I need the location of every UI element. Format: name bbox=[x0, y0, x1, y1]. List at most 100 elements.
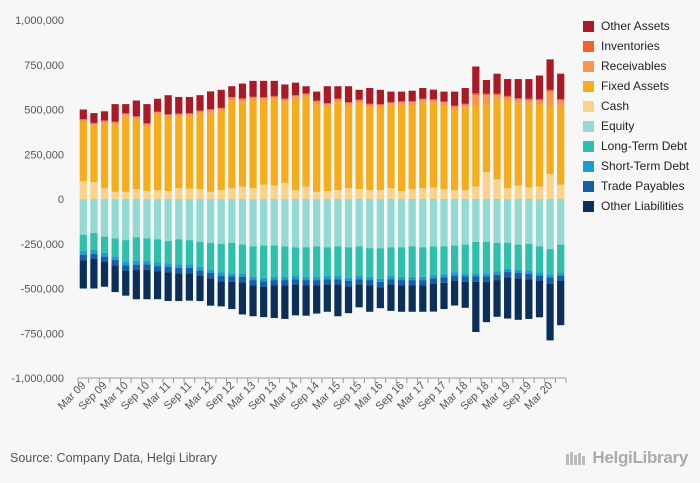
legend-item[interactable]: Trade Payables bbox=[583, 176, 689, 196]
library-icon bbox=[566, 452, 586, 465]
bar-segment bbox=[472, 66, 480, 94]
bar-segment bbox=[111, 104, 119, 122]
bar-segment bbox=[302, 96, 310, 187]
bar-segment bbox=[334, 86, 342, 99]
bar-segment bbox=[270, 95, 278, 97]
bar-segment bbox=[429, 187, 437, 199]
bar-segment bbox=[535, 100, 544, 105]
legend-item[interactable]: Fixed Assets bbox=[583, 76, 689, 96]
legend-label: Trade Payables bbox=[601, 179, 685, 193]
bar-segment bbox=[334, 199, 342, 247]
bar-segment bbox=[366, 199, 374, 249]
bar-segment bbox=[440, 277, 448, 283]
bar-segment bbox=[557, 199, 565, 245]
bar-segment bbox=[90, 253, 98, 259]
bar-segment bbox=[143, 124, 151, 127]
bar-segment bbox=[482, 199, 491, 242]
bar-segment bbox=[323, 284, 331, 312]
bar-segment bbox=[504, 79, 512, 96]
bar-segment bbox=[504, 100, 512, 189]
bar-segment bbox=[408, 90, 416, 102]
bar-segment bbox=[143, 269, 151, 300]
bar-segment bbox=[122, 240, 130, 262]
bar-segment bbox=[482, 273, 491, 277]
legend-label: Receivables bbox=[601, 59, 667, 73]
bar-segment bbox=[132, 119, 140, 190]
bar-segment bbox=[217, 190, 225, 199]
bar-segment bbox=[185, 240, 193, 265]
bar-segment bbox=[397, 102, 406, 106]
bar-segment bbox=[281, 199, 289, 247]
bar-segment bbox=[408, 189, 416, 199]
bar-segment bbox=[143, 264, 151, 270]
bar-segment bbox=[132, 189, 140, 199]
bar-segment bbox=[228, 96, 236, 98]
legend-swatch bbox=[583, 60, 594, 72]
bar-segment bbox=[90, 113, 98, 123]
legend-item[interactable]: Other Liabilities bbox=[583, 196, 689, 216]
bar-segment bbox=[461, 276, 469, 282]
bar-segment bbox=[344, 247, 353, 278]
bar-segment bbox=[270, 245, 278, 277]
bar-segment bbox=[79, 234, 87, 251]
bar-segment bbox=[111, 122, 119, 125]
bar-segment bbox=[238, 276, 247, 283]
bar-segment bbox=[397, 285, 406, 312]
bar-segment bbox=[440, 105, 448, 190]
bar-segment bbox=[238, 99, 247, 103]
bar-segment bbox=[461, 190, 469, 199]
legend-item[interactable]: Equity bbox=[583, 116, 689, 136]
bar-segment bbox=[397, 276, 406, 281]
bar-segment bbox=[260, 97, 268, 99]
legend-item[interactable]: Receivables bbox=[583, 56, 689, 76]
bar-segment bbox=[334, 275, 342, 280]
bar-segment bbox=[334, 190, 342, 199]
bar-segment bbox=[323, 190, 331, 199]
bar-segment bbox=[260, 98, 268, 101]
bar-segment bbox=[228, 100, 236, 189]
bar-segment bbox=[185, 273, 193, 301]
bar-segment bbox=[164, 267, 172, 273]
bar-segment bbox=[482, 281, 491, 323]
bar-segment bbox=[143, 260, 151, 265]
bar-segment bbox=[302, 86, 310, 94]
bar-segment bbox=[472, 186, 480, 199]
bar-segment bbox=[514, 269, 522, 273]
bar-segment bbox=[493, 280, 501, 317]
bar-segment bbox=[376, 190, 384, 199]
bar-segment bbox=[535, 199, 544, 247]
bar-segment bbox=[122, 261, 130, 266]
bar-segment bbox=[185, 116, 193, 189]
bar-segment bbox=[313, 104, 321, 192]
bar-segment bbox=[153, 111, 162, 113]
bar-segment bbox=[482, 172, 491, 199]
bar-segment bbox=[164, 263, 172, 268]
legend-item[interactable]: Long-Term Debt bbox=[583, 136, 689, 156]
bar-segment bbox=[153, 98, 162, 112]
bar-segment bbox=[132, 260, 140, 265]
bar-segment bbox=[291, 82, 300, 96]
bar-segment bbox=[546, 89, 554, 92]
bar-segment bbox=[387, 284, 395, 311]
bar-segment bbox=[249, 97, 257, 101]
bar-segment bbox=[207, 191, 215, 199]
bar-segment bbox=[493, 73, 501, 94]
legend-item[interactable]: Cash bbox=[583, 96, 689, 116]
bar-segment bbox=[504, 199, 512, 243]
bar-segment bbox=[408, 276, 416, 281]
bar-segment bbox=[344, 280, 353, 287]
bar-segment bbox=[451, 275, 459, 281]
bar-segment bbox=[249, 246, 257, 277]
bar-segment bbox=[535, 246, 544, 273]
legend-item[interactable]: Inventories bbox=[583, 36, 689, 56]
bar-segment bbox=[164, 115, 172, 118]
bar-segment bbox=[132, 270, 140, 300]
bar-segment bbox=[366, 104, 374, 108]
bar-segment bbox=[408, 246, 416, 277]
bar-segment bbox=[408, 102, 416, 106]
legend-item[interactable]: Other Assets bbox=[583, 16, 689, 36]
legend-item[interactable]: Short-Term Debt bbox=[583, 156, 689, 176]
bar-segment bbox=[419, 247, 427, 277]
bar-segment bbox=[207, 269, 215, 273]
bar-segment bbox=[260, 245, 268, 278]
